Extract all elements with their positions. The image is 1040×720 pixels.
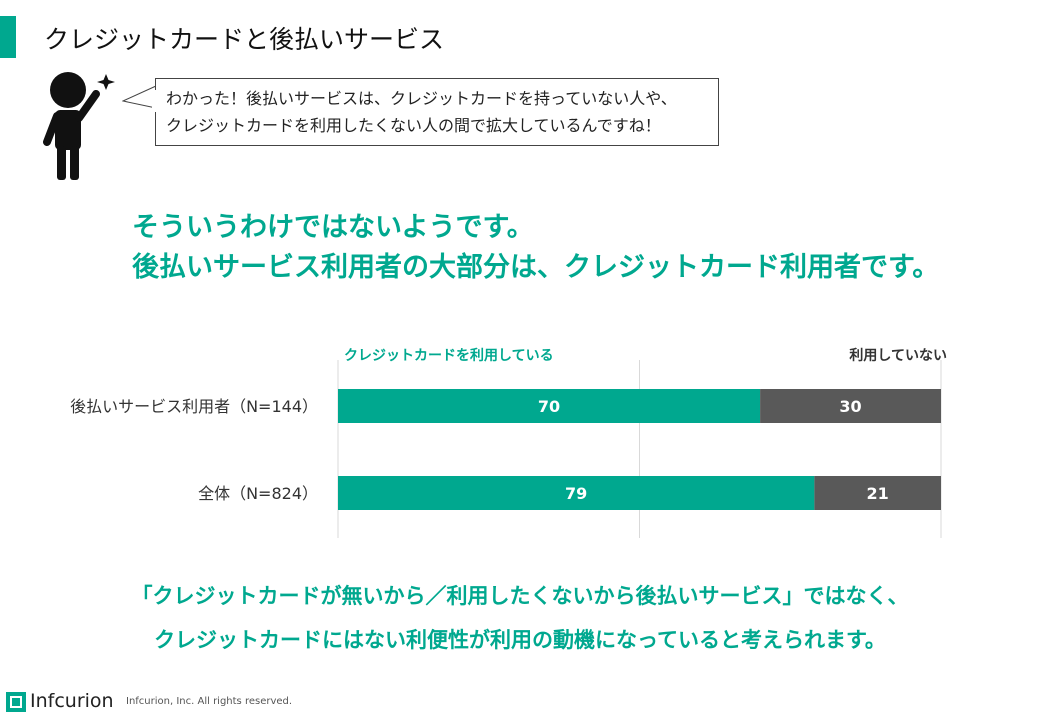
- title-accent-bar: [0, 16, 16, 58]
- page-title: クレジットカードと後払いサービス: [44, 25, 445, 54]
- data-label: 30: [839, 397, 861, 416]
- bubble-tail-cover: [152, 90, 158, 112]
- headline: そういうわけではないようです。 後払いサービス利用者の大部分は、クレジットカード…: [132, 208, 939, 288]
- conclusion-line-1: 「クレジットカードが無いから／利用したくないから後払いサービス」ではなく、: [131, 584, 909, 608]
- data-label: 70: [538, 397, 560, 416]
- sparkle-icon: [97, 74, 115, 90]
- category-label: 全体（N=824）: [198, 484, 318, 503]
- logo-text: Infcurion: [30, 690, 114, 712]
- headline-line-2: 後払いサービス利用者の大部分は、クレジットカード利用者です。: [132, 252, 940, 283]
- conclusion-line-2: クレジットカードにはない利便性が利用の動機になっていると考えられます。: [154, 628, 886, 652]
- legend-series-1: クレジットカードを利用している: [344, 347, 554, 364]
- data-label: 79: [565, 484, 587, 503]
- speech-bubble-tail: [122, 85, 157, 109]
- data-label: 21: [867, 484, 889, 503]
- bar-segment: [338, 389, 761, 423]
- bar-segment: [814, 476, 941, 510]
- person-raising-hand-icon: [43, 72, 115, 180]
- infcurion-logo-icon: [6, 692, 26, 712]
- speech-bubble: わかった！後払いサービスは、クレジットカードを持っていない人や、 クレジットカー…: [155, 78, 719, 146]
- headline-line-1: そういうわけではないようです。: [132, 212, 534, 243]
- bar-segment: [338, 476, 815, 510]
- legend-series-2: 利用していない: [849, 347, 947, 364]
- copyright: Infcurion, Inc. All rights reserved.: [126, 696, 293, 707]
- speech-line-2: クレジットカードを利用したくない人の間で拡大しているんですね！: [166, 116, 661, 135]
- speech-line-1: わかった！後払いサービスは、クレジットカードを持っていない人や、: [166, 89, 677, 108]
- category-label: 後払いサービス利用者（N=144）: [70, 397, 318, 416]
- bar-segment: [760, 389, 941, 423]
